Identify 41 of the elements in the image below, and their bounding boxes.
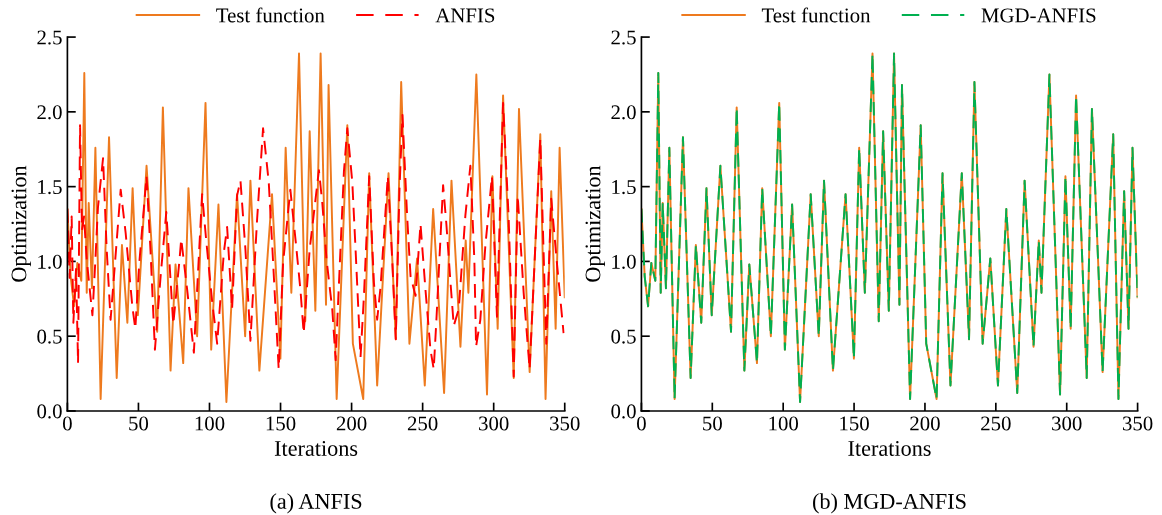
x-tick-label: 50 [703, 416, 722, 431]
y-tick-label: 2.0 [611, 105, 636, 120]
legend-label: ANFIS [435, 8, 495, 23]
x-tick-label: 250 [407, 416, 438, 431]
x-tick-label: 350 [1122, 416, 1153, 431]
text: (b) MGD-ANFIS [813, 493, 966, 514]
x-tick-label: 250 [981, 416, 1011, 431]
line-series [67, 52, 565, 403]
line-series [641, 52, 1138, 403]
legend-label: Test function [216, 7, 325, 23]
y-tick-label: 1.5 [612, 180, 636, 195]
y-tick-label: 2.0 [37, 105, 62, 120]
x-tick-label: 300 [479, 416, 509, 431]
x-axis-title: Iterations [848, 440, 931, 456]
y-tick-label: 1.0 [612, 254, 636, 269]
x-tick-label: 200 [910, 416, 940, 431]
x-tick-label: 300 [1052, 416, 1082, 431]
line-series [67, 101, 565, 378]
y-tick-label: 2.5 [37, 30, 62, 45]
x-tick-label: 150 [840, 416, 869, 431]
y-tick-label: 1.0 [38, 254, 62, 269]
x-tick-label: 350 [550, 416, 580, 431]
y-tick-label: 0.0 [37, 404, 62, 419]
x-tick-label: 100 [769, 416, 799, 431]
y-tick-label: 2.5 [611, 30, 636, 45]
y-axis-title: Optimization [11, 165, 31, 282]
x-tick-label: 150 [266, 416, 296, 431]
x-tick-label: 100 [195, 416, 225, 431]
x-axis-title: Iterations [274, 440, 358, 456]
x-tick-label: 0 [637, 416, 646, 431]
y-axis-title: Optimization [585, 165, 605, 282]
legend-label: MGD-ANFIS [981, 8, 1096, 23]
x-tick-label: 200 [336, 416, 367, 431]
y-tick-label: 0.5 [37, 329, 62, 344]
legend-label: Test function [761, 7, 871, 23]
x-tick-label: 50 [129, 416, 149, 431]
x-tick-label: 0 [62, 416, 72, 431]
y-tick-label: 0.5 [611, 329, 636, 344]
y-tick-label: 0.0 [611, 404, 636, 419]
text: (a) ANFIS [270, 493, 362, 514]
y-tick-label: 1.5 [38, 180, 62, 195]
